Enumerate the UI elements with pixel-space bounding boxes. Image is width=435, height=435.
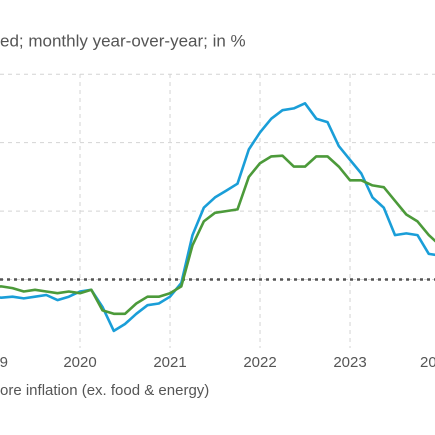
x-tick-label: 2020 [63,354,96,371]
x-tick-label: 2021 [153,354,186,371]
legend-label: ore inflation (ex. food & energy) [0,382,209,399]
x-tick-label: 2023 [333,354,366,371]
chart-subtitle: ed; monthly year-over-year; in % [0,31,246,50]
x-tick-label: 20 [420,354,435,371]
x-tick-label: 2022 [243,354,276,371]
x-tick-label: 9 [0,354,8,371]
data-line [0,154,435,316]
data-line [0,102,435,333]
